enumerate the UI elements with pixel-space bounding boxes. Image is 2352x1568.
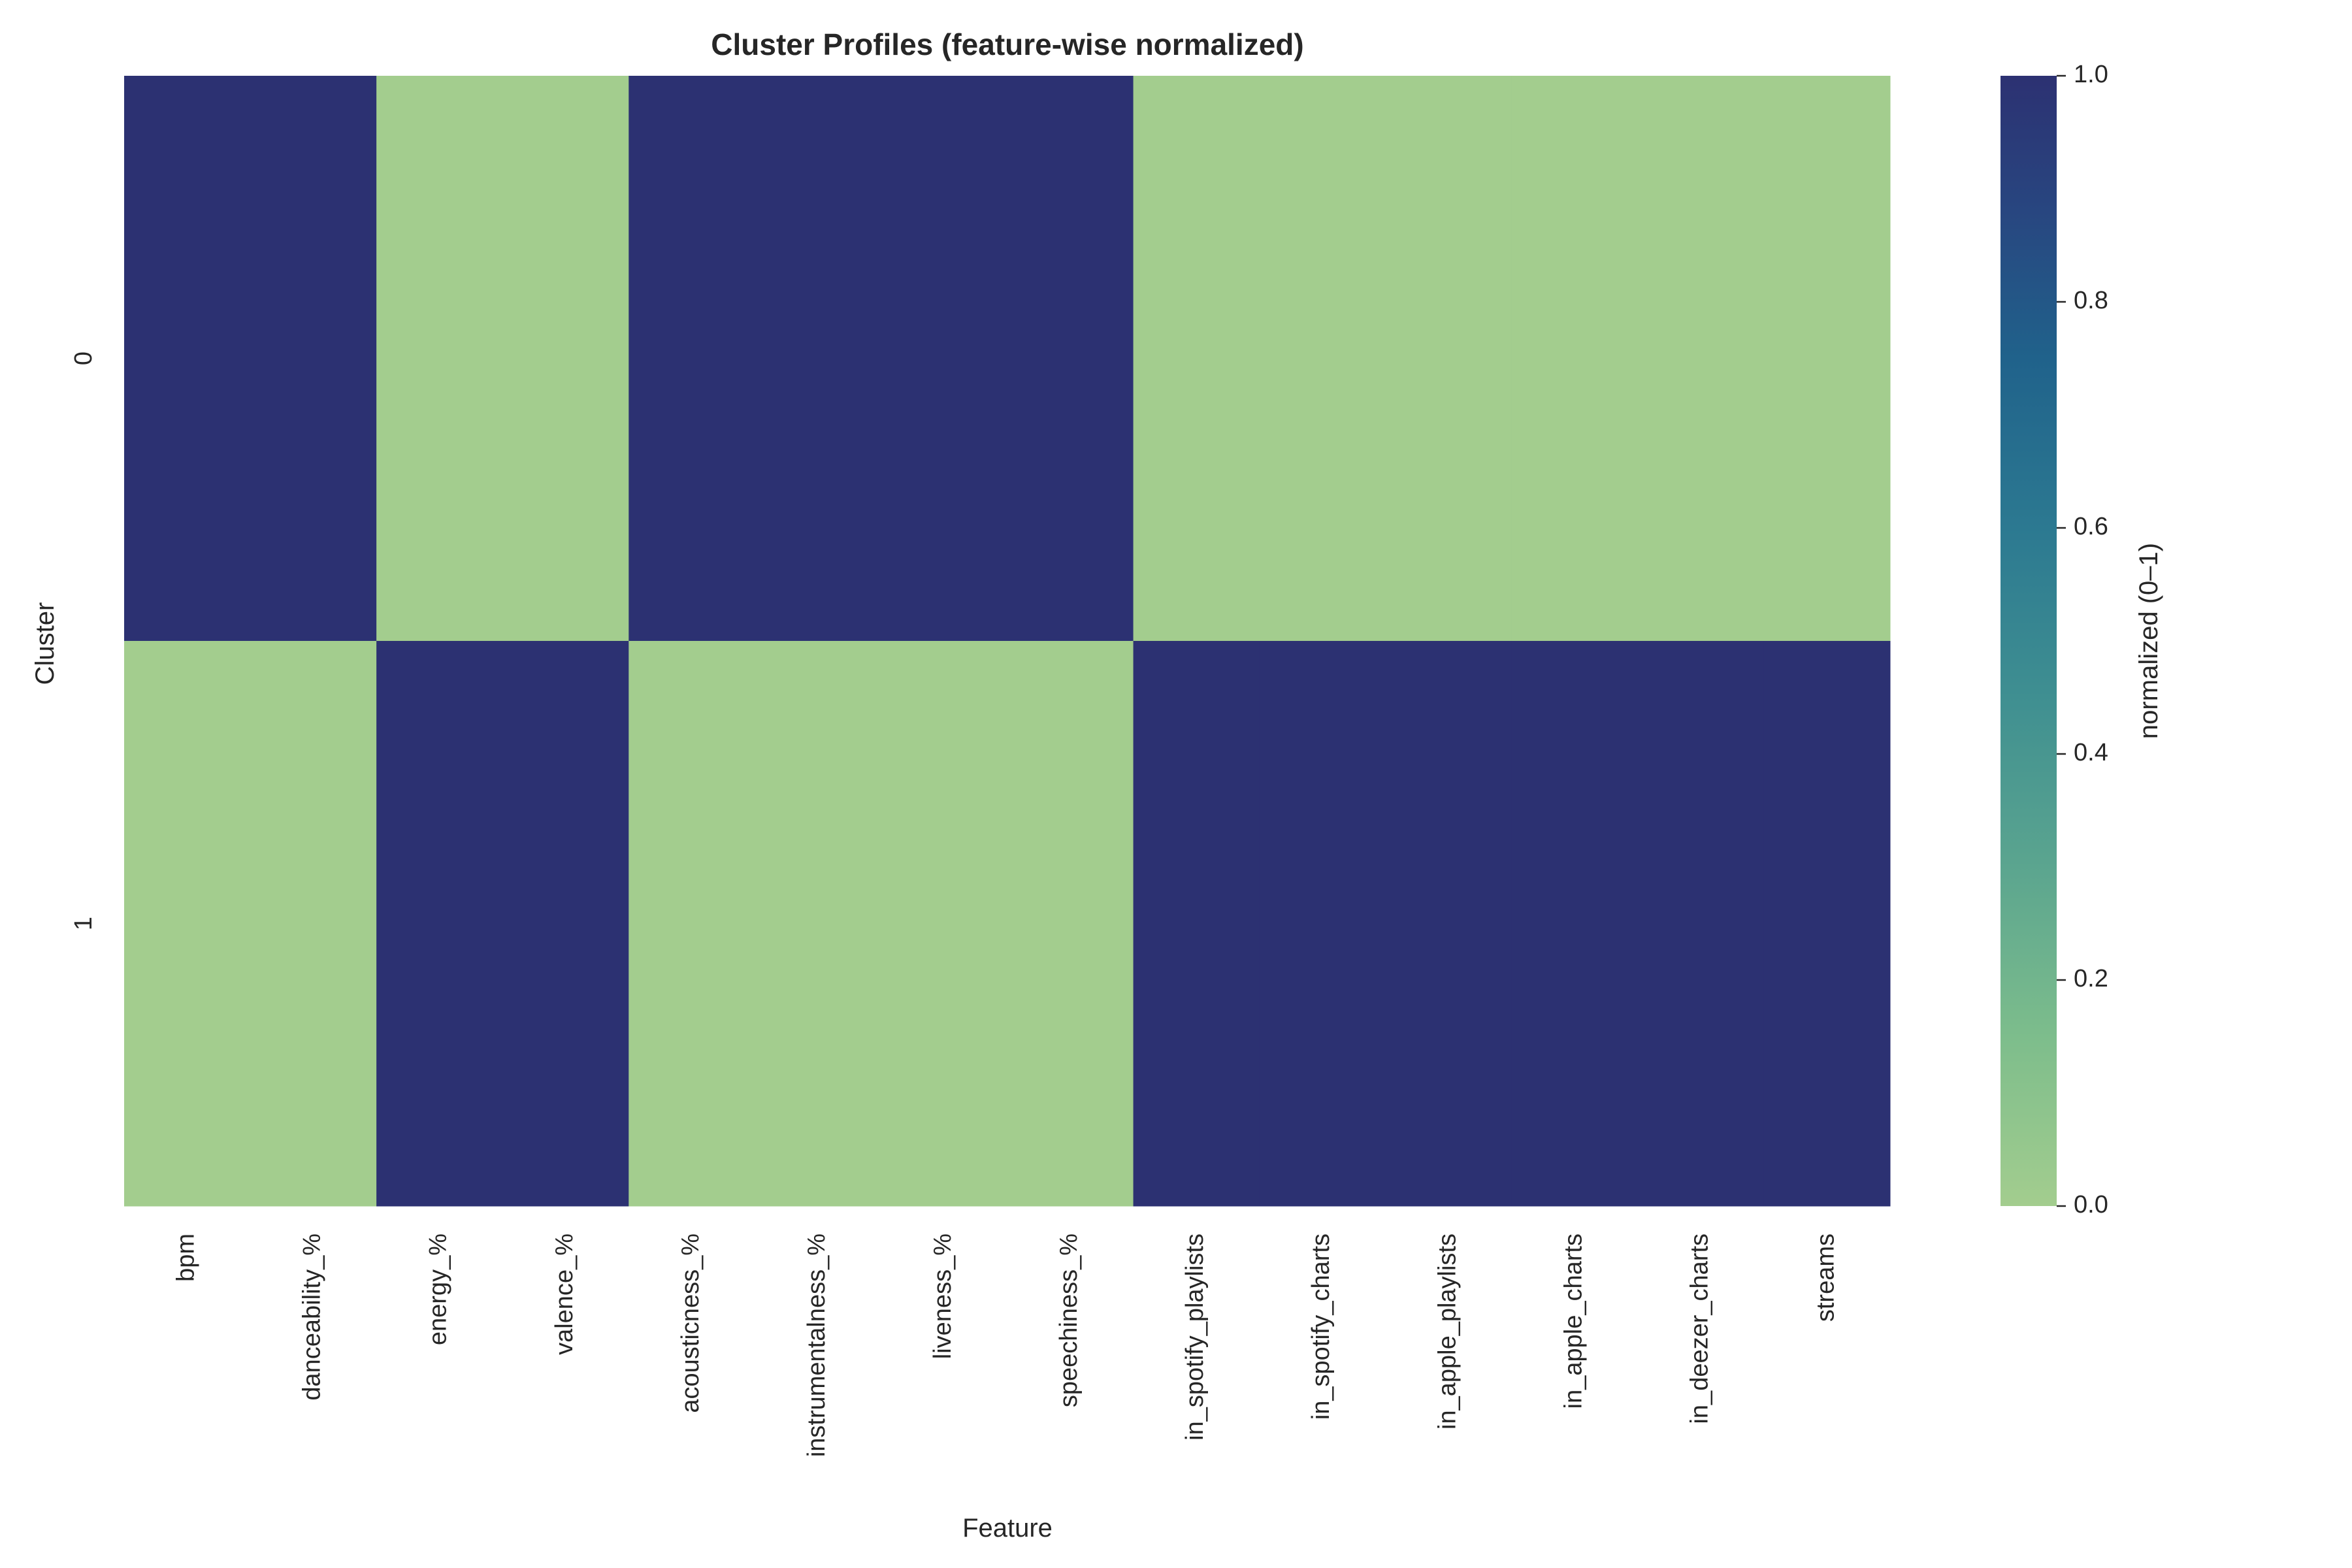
x-tick-label: in_apple_playlists <box>1433 1233 1461 1429</box>
colorbar-tick-label: 0.8 <box>2074 287 2108 314</box>
heatmap-cell <box>502 641 629 1207</box>
colorbar: 0.0 0.2 0.4 0.6 0.8 1.0 normalized (0–1) <box>2001 61 2163 1218</box>
x-tick-label: danceability_% <box>299 1233 326 1401</box>
heatmap-cell <box>1259 641 1386 1207</box>
colorbar-gradient <box>2001 76 2057 1206</box>
heatmap-cell <box>1007 641 1134 1207</box>
heatmap-cell <box>376 76 503 642</box>
heatmap-cell <box>1385 641 1512 1207</box>
y-tick-labels: 01 <box>70 351 97 930</box>
x-tick-label: liveness_% <box>929 1233 956 1359</box>
x-tick-labels: bpm danceability_% energy_% valence_% acoust… <box>172 1233 1840 1457</box>
y-tick-label: 1 <box>70 917 97 930</box>
x-tick-label: bpm <box>172 1233 200 1282</box>
heatmap-cell <box>376 641 503 1207</box>
heatmap-cell <box>1763 76 1891 642</box>
heatmap-cell <box>1637 76 1765 642</box>
heatmap-cell <box>1763 641 1891 1207</box>
heatmap-cell <box>755 76 881 642</box>
heatmap-cell <box>629 76 755 642</box>
x-tick-label: speechiness_% <box>1055 1233 1083 1407</box>
heatmap-cell <box>1133 641 1260 1207</box>
x-tick-label: acousticness_% <box>677 1233 704 1413</box>
heatmap-cell <box>1385 76 1512 642</box>
heatmap-cell <box>1511 76 1639 642</box>
heatmap-cell <box>1259 76 1386 642</box>
heatmap-cell <box>124 76 251 642</box>
chart-title: Cluster Profiles (feature-wise normalize… <box>711 27 1303 61</box>
heatmap-cell <box>1637 641 1765 1207</box>
x-tick-label: valence_% <box>551 1233 578 1355</box>
x-axis-label: Feature <box>962 1514 1053 1543</box>
x-tick-label: in_deezer_charts <box>1686 1233 1713 1424</box>
y-axis-label: Cluster <box>31 602 59 685</box>
heatmap-cell <box>250 76 377 642</box>
x-tick-label: in_apple_charts <box>1560 1233 1587 1409</box>
heatmap-cell <box>502 76 629 642</box>
x-tick-label: instrumentalness_% <box>803 1233 830 1457</box>
colorbar-tick-label: 0.0 <box>2074 1191 2108 1218</box>
heatmap-cell <box>1133 76 1260 642</box>
x-tick-label: energy_% <box>425 1233 452 1345</box>
colorbar-tick-label: 0.4 <box>2074 739 2108 766</box>
heatmap-cell <box>124 641 251 1207</box>
colorbar-tick-label: 0.2 <box>2074 965 2108 992</box>
heatmap-cell <box>250 641 377 1207</box>
colorbar-tick-label: 1.0 <box>2074 61 2108 88</box>
colorbar-tick-label: 0.6 <box>2074 513 2108 540</box>
heatmap-cell <box>629 641 755 1207</box>
colorbar-label: normalized (0–1) <box>2134 543 2163 739</box>
heatmap-cell <box>1511 641 1639 1207</box>
heatmap-cell <box>881 76 1007 642</box>
colorbar-ticks: 0.0 0.2 0.4 0.6 0.8 1.0 <box>2057 61 2108 1218</box>
y-tick-label: 0 <box>70 351 97 365</box>
heatmap-cell <box>881 641 1007 1207</box>
x-tick-label: in_spotify_charts <box>1307 1233 1335 1420</box>
heatmap-cell <box>1007 76 1134 642</box>
x-tick-label: streams <box>1812 1233 1839 1322</box>
heatmap-cell <box>755 641 881 1207</box>
heatmap-cells <box>124 76 1891 1207</box>
x-tick-label: in_spotify_playlists <box>1181 1233 1209 1441</box>
